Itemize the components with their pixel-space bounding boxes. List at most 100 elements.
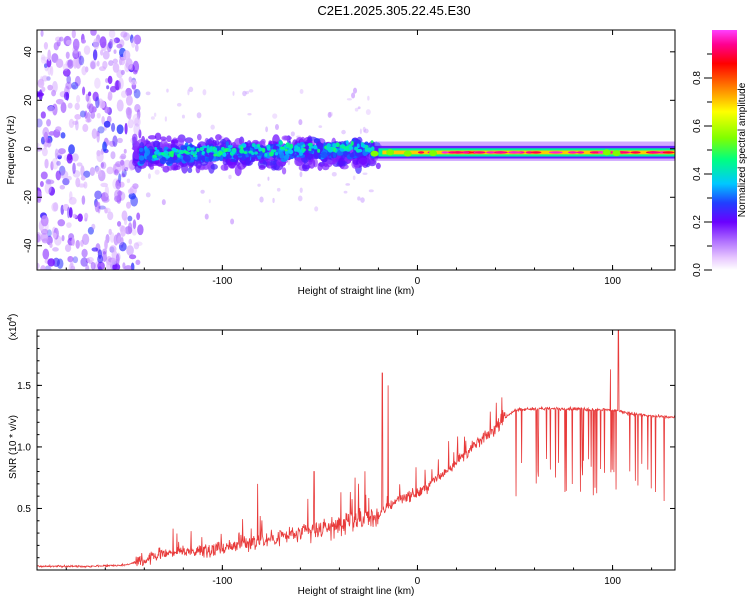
spectrogram-blob bbox=[230, 218, 235, 225]
spectrogram-blob bbox=[107, 75, 113, 85]
spectrogram-blob bbox=[271, 165, 277, 171]
spectrogram-blob bbox=[289, 144, 293, 149]
spectrogram-blob bbox=[165, 155, 170, 159]
colorbar-tick-label: 0.8 bbox=[692, 71, 703, 85]
spectrogram-blob bbox=[66, 75, 71, 84]
spectrogram-blob bbox=[320, 151, 328, 159]
spectrogram-blob bbox=[364, 141, 369, 146]
snr-xlabel: Height of straight line (km) bbox=[298, 586, 415, 597]
spectrogram-blob bbox=[196, 147, 200, 153]
spectrogram-blob bbox=[330, 146, 334, 151]
spectrogram-blob bbox=[52, 81, 58, 93]
carrier-peak bbox=[475, 151, 486, 154]
spectrogram-ticks: -100 0 100 -40 -20 0 20 40 bbox=[23, 30, 675, 287]
spectrogram-blob bbox=[66, 175, 72, 181]
spectrogram-blob bbox=[125, 107, 133, 116]
spectrogram-blob bbox=[313, 144, 318, 150]
spectrogram-blob bbox=[307, 142, 313, 147]
carrier-peak bbox=[576, 151, 585, 154]
spectrogram-xtick-label: -100 bbox=[212, 276, 232, 287]
carrier-peak bbox=[508, 151, 522, 154]
spectrogram-blob bbox=[72, 120, 79, 125]
spectrogram-blob bbox=[51, 89, 57, 97]
spectrogram-blob bbox=[60, 170, 69, 179]
spectrogram-blob bbox=[240, 146, 244, 150]
spectrogram-blob bbox=[101, 116, 105, 125]
spectrogram-blob bbox=[44, 182, 52, 194]
spectrogram-blob bbox=[190, 150, 195, 155]
snr-ytick-label: 1.5 bbox=[17, 381, 31, 392]
spectrogram-blob bbox=[154, 157, 159, 161]
svg-text:(x104): (x104) bbox=[7, 314, 19, 341]
spectrogram-blob bbox=[65, 81, 73, 90]
spectrogram-blob bbox=[120, 90, 128, 98]
carrier-knot bbox=[429, 150, 438, 157]
spectrogram-blob bbox=[46, 58, 52, 68]
spectrogram-blob bbox=[274, 123, 279, 130]
spectrogram-blob bbox=[104, 239, 108, 250]
spectrogram-blob bbox=[224, 148, 228, 153]
spectrogram-blob bbox=[37, 233, 41, 243]
spectrogram-blob bbox=[105, 140, 112, 146]
spectrogram-blob bbox=[72, 213, 77, 219]
spectrogram-blob bbox=[308, 153, 312, 161]
spectrogram-blob bbox=[71, 237, 75, 247]
spectrogram-blob bbox=[55, 36, 62, 43]
spectrogram-blob bbox=[222, 152, 227, 157]
colorbar-label: Normalized spectral amplitude bbox=[737, 82, 748, 217]
spectrogram-blob bbox=[39, 180, 44, 188]
spectrogram-blob bbox=[160, 152, 165, 156]
spectrogram-blob bbox=[96, 60, 100, 67]
spectrogram-blob bbox=[356, 143, 360, 149]
carrier-peak bbox=[589, 151, 599, 154]
spectrogram-blob bbox=[166, 88, 169, 93]
spectrogram-blob bbox=[104, 106, 110, 114]
spectrogram-blob bbox=[229, 158, 237, 163]
spectrogram-blob bbox=[87, 91, 92, 97]
spectrogram-ytick-label: 20 bbox=[23, 94, 34, 106]
spectrogram-blob bbox=[72, 38, 80, 51]
spectrogram-blob bbox=[209, 146, 213, 151]
spectrogram-blob bbox=[193, 154, 198, 158]
spectrogram-blob bbox=[97, 261, 105, 270]
spectrogram-blob bbox=[124, 122, 128, 135]
snr-xtick-label: 100 bbox=[604, 576, 621, 587]
spectrogram-blob bbox=[71, 153, 79, 162]
carrier-knot bbox=[602, 149, 611, 156]
spectrogram-blob bbox=[46, 119, 51, 127]
spectrogram-blob bbox=[298, 119, 303, 126]
spectrogram-blob bbox=[94, 77, 101, 89]
spectrogram-blob bbox=[133, 88, 141, 99]
spectrogram-blob bbox=[120, 69, 125, 76]
spectrogram-blob bbox=[120, 31, 128, 38]
spectrogram-blob bbox=[128, 192, 136, 200]
spectrogram-blob bbox=[75, 58, 82, 69]
spectrogram-blob bbox=[68, 118, 75, 129]
colorbar-ticks: 0.0 0.2 0.4 0.6 0.8 bbox=[692, 53, 712, 277]
spectrogram-blob bbox=[112, 58, 118, 64]
spectrogram-blob bbox=[368, 189, 374, 193]
spectrogram-blob bbox=[126, 245, 134, 256]
spectrogram-blob bbox=[119, 159, 125, 166]
spectrogram-blob bbox=[83, 45, 91, 55]
spectrogram-blob bbox=[82, 123, 89, 132]
spectrogram-blob bbox=[136, 212, 141, 221]
spectrogram-blob bbox=[267, 176, 270, 181]
spectrogram-blob bbox=[94, 201, 100, 213]
spectrogram-blob bbox=[281, 167, 287, 175]
spectrogram-blob bbox=[179, 150, 185, 155]
spectrogram-blob bbox=[67, 102, 73, 109]
spectrogram-blob bbox=[367, 147, 371, 151]
spectrogram-blob bbox=[102, 141, 107, 152]
spectrogram-blob bbox=[214, 140, 220, 146]
spectrogram-blob bbox=[299, 187, 303, 193]
spectrogram-blob bbox=[133, 34, 142, 45]
spectrogram-blob bbox=[97, 266, 102, 270]
spectrogram-blob bbox=[47, 84, 54, 91]
spectrogram-blob bbox=[90, 30, 97, 36]
spectrogram-blob bbox=[84, 212, 89, 220]
spectrogram-blob bbox=[343, 190, 348, 194]
spectrogram-blob bbox=[177, 153, 181, 158]
spectrogram-blob bbox=[109, 85, 117, 93]
